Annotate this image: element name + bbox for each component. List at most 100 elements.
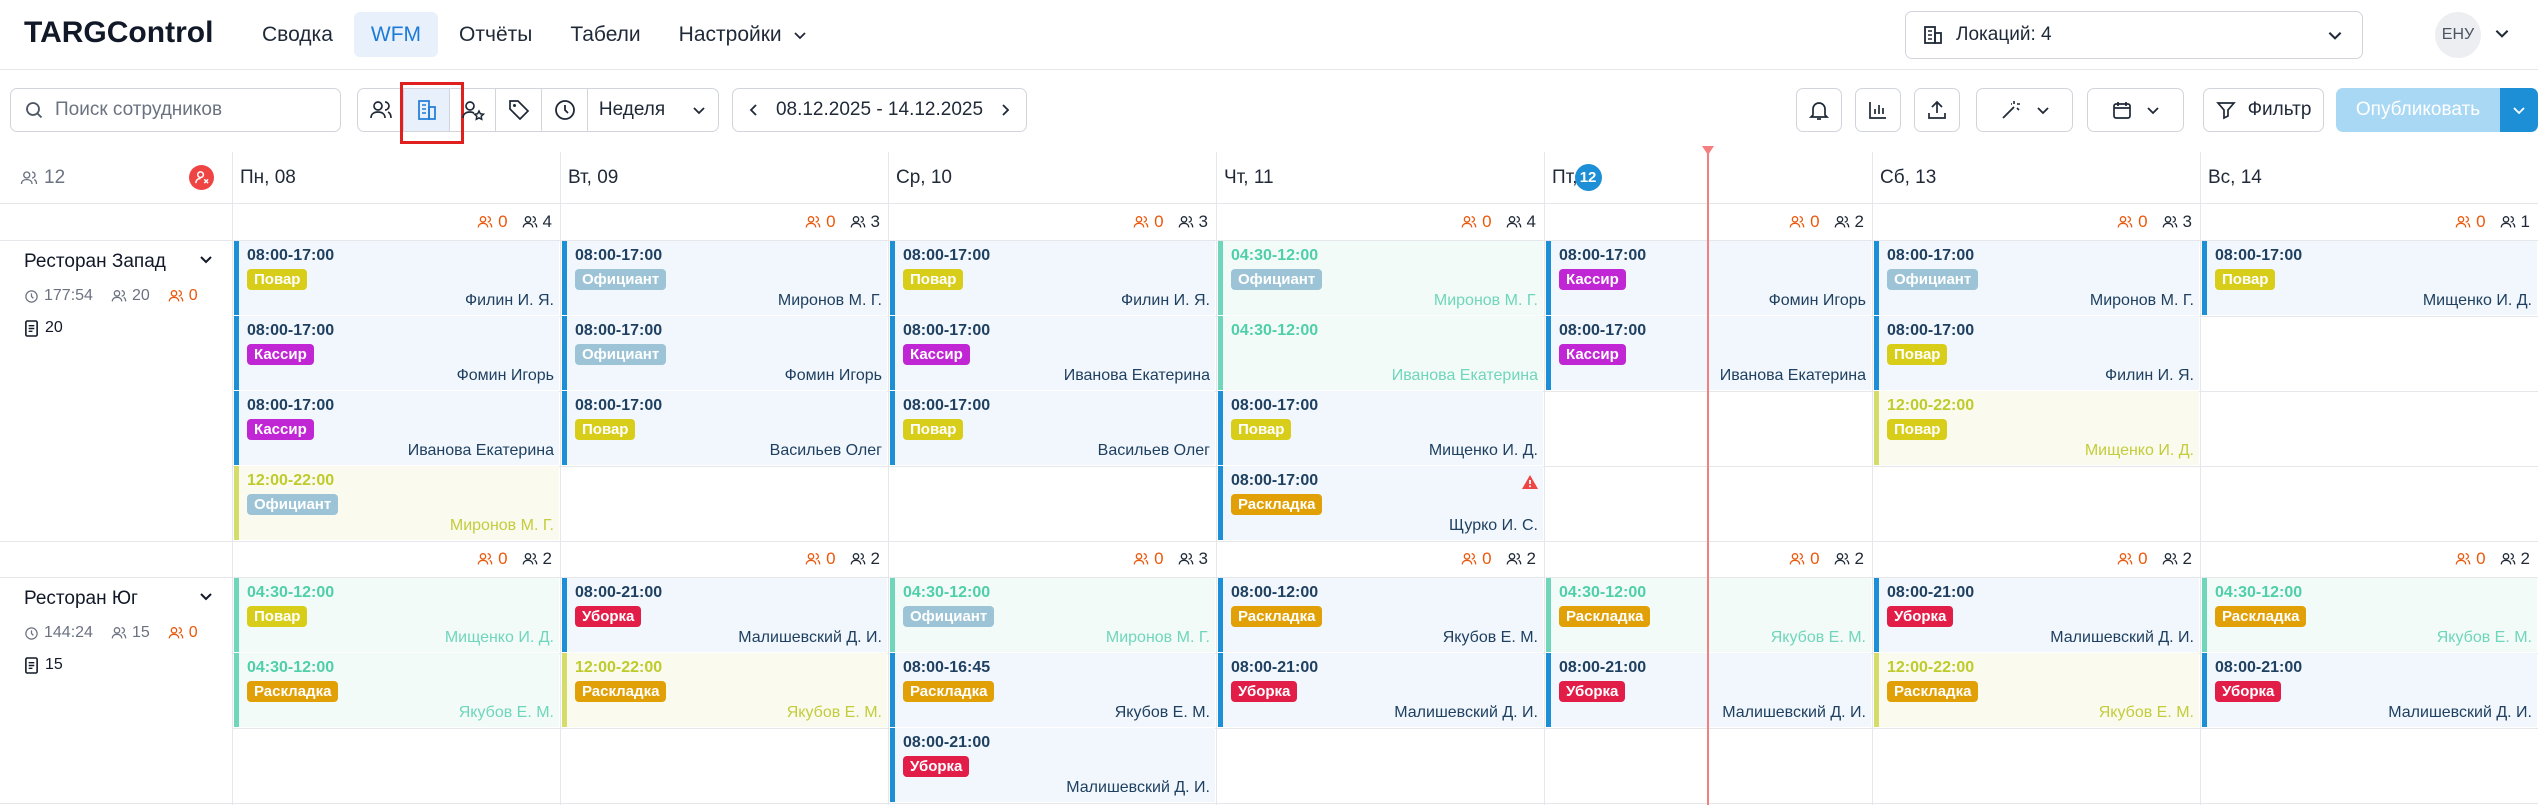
auto-schedule-button[interactable] (1976, 88, 2073, 132)
chevron-down-icon[interactable] (198, 588, 214, 610)
location-name-label: Ресторан Юг (24, 588, 138, 609)
shift-card[interactable]: 08:00-21:00 Уборка Малишевский Д. И. (1218, 653, 1543, 727)
shift-card[interactable]: 08:00-21:00 Уборка Малишевский Д. И. (2202, 653, 2537, 727)
employee-search[interactable]: Поиск сотрудников (10, 88, 341, 132)
chevron-left-icon[interactable] (747, 103, 761, 117)
shift-time: 08:00-12:00 (1231, 584, 1319, 601)
location-name[interactable]: Ресторан Запад (24, 251, 214, 273)
shift-employee-name: Якубов Е. М. (458, 704, 554, 721)
warning-icon[interactable] (1521, 474, 1539, 495)
shift-time: 08:00-17:00 (247, 397, 335, 414)
staff-count: 2 (2500, 549, 2530, 569)
shift-time: 08:00-17:00 (1887, 322, 1975, 339)
shift-card[interactable]: 08:00-17:00 Официант Фомин Игорь (562, 316, 887, 390)
nav-label: WFM (370, 22, 422, 46)
shift-card[interactable]: 12:00-22:00 Официант Миронов М. Г. (234, 466, 559, 540)
shift-employee-name: Малишевский Д. И. (1722, 704, 1866, 721)
chevron-right-icon[interactable] (998, 103, 1012, 117)
shift-card[interactable]: 08:00-17:00 Официант Миронов М. Г. (562, 241, 887, 315)
view-tags-button[interactable] (496, 89, 542, 131)
nav-item-settings[interactable]: Настройки (662, 12, 825, 57)
shift-card[interactable]: 08:00-17:00 Повар Мищенко И. Д. (1218, 391, 1543, 465)
user-avatar[interactable]: ЕНУ (2435, 12, 2481, 58)
day-header[interactable]: Пн, 08 (232, 152, 560, 204)
nav-item-wfm[interactable]: WFM (353, 12, 439, 57)
shift-time: 12:00-22:00 (1887, 397, 1975, 414)
shift-card[interactable]: 12:00-22:00 Повар Мищенко И. Д. (1874, 391, 2199, 465)
view-positions-button[interactable] (450, 89, 496, 131)
staff-count: 3 (1178, 549, 1208, 569)
shift-card[interactable]: 08:00-21:00 Уборка Малишевский Д. И. (1874, 578, 2199, 652)
shift-card[interactable]: 08:00-17:00 Кассир Иванова Екатерина (234, 391, 559, 465)
day-header[interactable]: Ср, 10 (888, 152, 1216, 204)
shift-card[interactable]: 08:00-21:00 Уборка Малишевский Д. И. (890, 728, 1215, 802)
day-header-label: Пт, (1552, 166, 1578, 188)
publish-options-button[interactable] (2500, 88, 2538, 132)
chevron-down-icon[interactable] (2493, 24, 2511, 42)
filter-button[interactable]: Фильтр (2203, 88, 2324, 132)
shift-time: 08:00-17:00 (575, 322, 663, 339)
unassigned-alert-icon[interactable] (189, 165, 214, 190)
view-users-button[interactable] (358, 89, 404, 131)
shift-card[interactable]: 08:00-17:00 Повар Филин И. Я. (234, 241, 559, 315)
shift-card[interactable]: 04:30-12:00 Раскладка Якубов Е. М. (2202, 578, 2537, 652)
shift-card[interactable]: 08:00-12:00 Раскладка Якубов Е. М. (1218, 578, 1543, 652)
shift-role-badge: Повар (903, 269, 964, 290)
filter-label: Фильтр (2247, 99, 2312, 120)
day-header-label: Вт, 09 (568, 166, 619, 188)
shift-card[interactable]: 04:30-12:00 Официант Миронов М. Г. (1218, 241, 1543, 315)
shift-time: 08:00-17:00 (903, 397, 991, 414)
open-shifts-count: 0 (805, 549, 836, 569)
shift-card[interactable]: 08:00-17:00 Официант Миронов М. Г. (1874, 241, 2199, 315)
shift-card[interactable]: 04:30-12:00 Раскладка Якубов Е. М. (234, 653, 559, 727)
shift-card[interactable]: 08:00-17:00 Раскладка Щурко И. С. (1218, 466, 1543, 540)
day-header-label: Чт, 11 (1224, 166, 1274, 188)
search-input[interactable]: Поиск сотрудников (55, 99, 223, 120)
view-locations-button[interactable] (400, 82, 464, 144)
shift-role-badge: Раскладка (1231, 494, 1323, 515)
shift-employee-name: Мищенко И. Д. (2084, 442, 2194, 459)
view-time-button[interactable] (542, 89, 588, 131)
location-select[interactable]: Локаций: 4 (1905, 11, 2363, 59)
shift-card[interactable]: 04:30-12:00 Повар Мищенко И. Д. (234, 578, 559, 652)
shift-card[interactable]: 04:30-12:00 Иванова Екатерина (1218, 316, 1543, 390)
nav-item-reports[interactable]: Отчёты (442, 12, 549, 57)
shift-employee-name: Малишевский Д. И. (1394, 704, 1538, 721)
day-header[interactable]: Сб, 13 (1872, 152, 2200, 204)
location-name[interactable]: Ресторан Юг (24, 588, 214, 610)
nav-label: Настройки (678, 22, 782, 46)
shift-card[interactable]: 08:00-17:00 Кассир Иванова Екатерина (890, 316, 1215, 390)
chevron-down-icon[interactable] (198, 251, 214, 273)
shift-card[interactable]: 08:00-17:00 Повар Филин И. Я. (890, 241, 1215, 315)
nav-item-timesheets[interactable]: Табели (553, 12, 657, 57)
shift-employee-name: Иванова Екатерина (1063, 367, 1210, 384)
analytics-button[interactable] (1855, 88, 1901, 132)
period-select[interactable]: Неделя (588, 89, 718, 131)
shift-card[interactable]: 12:00-22:00 Раскладка Якубов Е. М. (562, 653, 887, 727)
shift-card[interactable]: 08:00-17:00 Повар Филин И. Я. (1874, 316, 2199, 390)
column-divider (2200, 152, 2201, 805)
shift-card[interactable]: 08:00-21:00 Уборка Малишевский Д. И. (562, 578, 887, 652)
date-range-label[interactable]: 08.12.2025 - 14.12.2025 (775, 99, 984, 120)
publish-button[interactable]: Опубликовать (2336, 88, 2500, 132)
shift-card[interactable]: 12:00-22:00 Раскладка Якубов Е. М. (1874, 653, 2199, 727)
shift-card[interactable]: 08:00-17:00 Повар Васильев Олег (890, 391, 1215, 465)
notifications-button[interactable] (1796, 88, 1842, 132)
nav-item-summary[interactable]: Сводка (245, 12, 350, 57)
location-group: Ресторан Юг 144:24 15 0 15 (24, 588, 214, 674)
hours-stat: 177:54 (24, 287, 93, 305)
day-header[interactable]: Вс, 14 (2200, 152, 2538, 204)
calendar-button[interactable] (2087, 88, 2184, 132)
day-header[interactable]: Чт, 11 (1216, 152, 1544, 204)
shift-card[interactable]: 08:00-16:45 Раскладка Якубов Е. М. (890, 653, 1215, 727)
day-header[interactable]: Пт, 12 (1544, 152, 1872, 204)
day-header[interactable]: Вт, 09 (560, 152, 888, 204)
export-button[interactable] (1914, 88, 1960, 132)
shift-card[interactable]: 08:00-17:00 Повар Васильев Олег (562, 391, 887, 465)
shift-card[interactable]: 08:00-17:00 Кассир Фомин Игорь (234, 316, 559, 390)
shift-card[interactable]: 08:00-17:00 Повар Мищенко И. Д. (2202, 241, 2537, 315)
shift-card[interactable]: 04:30-12:00 Официант Миронов М. Г. (890, 578, 1215, 652)
